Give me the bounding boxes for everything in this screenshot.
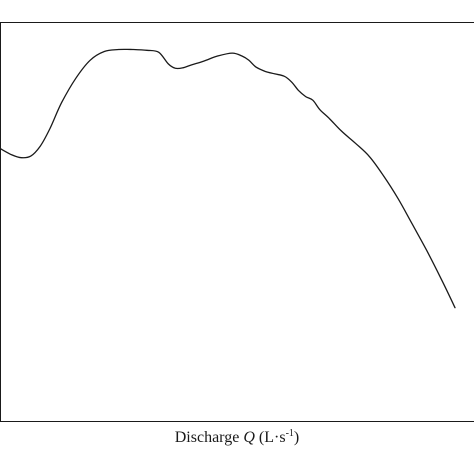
x-axis-label-exponent: -1: [285, 428, 294, 439]
series-layer: [0, 48, 456, 309]
series-line-0: [0, 48, 456, 309]
plot-frame: [0, 22, 474, 422]
x-axis-label: Discharge Q (L·s-1): [0, 428, 474, 448]
x-axis-label-variable: Q: [243, 429, 255, 446]
x-axis-label-unit-close: ): [293, 429, 300, 446]
x-axis-label-unit-s: s: [279, 429, 286, 446]
x-axis-label-unit-open: (L: [254, 429, 274, 446]
x-axis-label-prefix: Discharge: [174, 429, 244, 446]
x-axis-label-unit-dot: ·: [274, 429, 280, 446]
